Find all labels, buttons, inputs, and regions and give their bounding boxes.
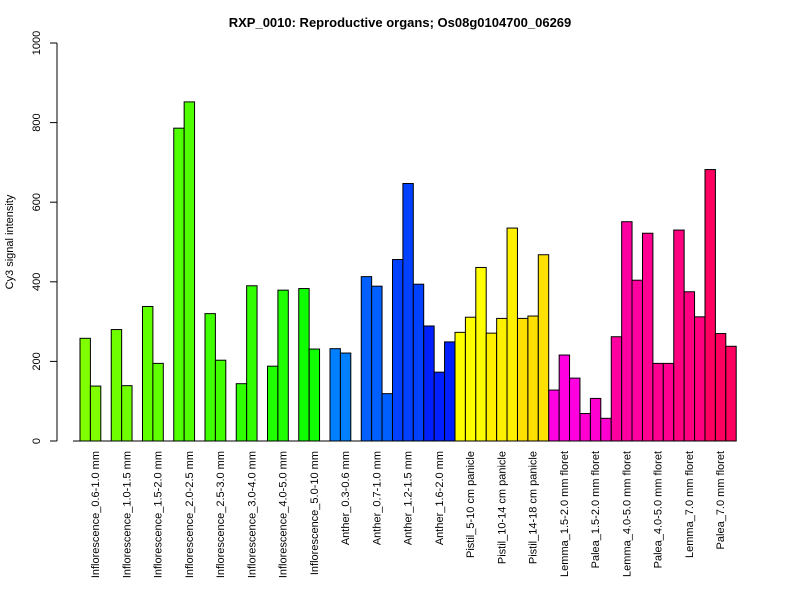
y-tick-label: 1000: [31, 31, 43, 55]
bar: [235, 383, 248, 442]
bar: [371, 285, 383, 442]
bar: [121, 385, 133, 442]
bar: [464, 316, 477, 442]
bar: [537, 254, 550, 442]
bar: [725, 345, 737, 442]
bar: [298, 288, 310, 442]
x-axis-labels: Inflorescence_0.6-1.0 mm Inflorescence_1.…: [90, 451, 727, 578]
x-tick-label: Anther_0.7-1.0 mm: [371, 451, 383, 545]
bar: [714, 333, 727, 442]
bar: [444, 341, 456, 442]
bar: [631, 279, 643, 442]
bar: [558, 354, 571, 442]
bar: [173, 127, 185, 442]
x-tick-label: Inflorescence_0.6-1.0 mm: [90, 451, 102, 578]
bar: [496, 317, 508, 442]
bar: [569, 377, 581, 442]
x-tick-label: Inflorescence_2.0-2.5 mm: [184, 451, 196, 578]
y-axis-label: Cy3 signal intensity: [4, 194, 16, 289]
y-tick-label: 600: [31, 193, 43, 211]
bar: [485, 332, 498, 442]
y-tick-label: 400: [31, 273, 43, 291]
x-tick-label: Inflorescence_5.0-10 mm: [309, 451, 321, 575]
x-tick-label: Lemma_1.5-2.0 mm floret: [559, 451, 571, 577]
bar: [548, 389, 560, 442]
x-tick-label: Palea_4.0-5.0 mm floret: [653, 451, 665, 568]
bar: [214, 359, 227, 442]
y-tick-label: 0: [31, 438, 43, 444]
bar: [142, 305, 154, 442]
x-tick-label: Inflorescence_3.0-4.0 mm: [246, 451, 258, 578]
x-tick-label: Palea_1.5-2.0 mm floret: [590, 451, 602, 568]
bar: [412, 283, 425, 442]
bar: [339, 352, 352, 442]
bar: [79, 337, 91, 442]
x-tick-label: Inflorescence_1.5-2.0 mm: [153, 451, 165, 578]
bar: [517, 317, 529, 442]
x-tick-label: Pistil_10-14 cm panicle: [496, 451, 508, 564]
bar: [433, 371, 446, 442]
bars-group: [79, 101, 737, 442]
bar: [360, 276, 373, 442]
x-tick-label: Lemma_4.0-5.0 mm floret: [621, 451, 633, 577]
bar: [694, 316, 706, 442]
x-tick-label: Pistil_14-18 cm panicle: [528, 451, 540, 564]
bar: [246, 285, 258, 442]
x-tick-label: Lemma_7.0 mm floret: [684, 451, 696, 558]
y-tick-label: 200: [31, 352, 43, 370]
bar: [381, 393, 393, 442]
y-tick-label: 800: [31, 113, 43, 131]
bar: [183, 101, 196, 442]
bar: [589, 397, 602, 442]
bar: [475, 266, 487, 442]
bar: [506, 227, 518, 442]
chart-title: RXP_0010: Reproductive organs; Os08g0104…: [229, 15, 572, 30]
bar: [110, 329, 123, 442]
bar: [704, 169, 716, 442]
bar: [610, 336, 623, 442]
bar: [423, 325, 435, 442]
bar: [683, 291, 696, 442]
bar: [392, 259, 404, 442]
bar: [642, 232, 654, 442]
bar: [402, 182, 414, 442]
bar: [600, 417, 612, 442]
x-tick-label: Inflorescence_1.0-1.5 mm: [121, 451, 133, 578]
x-tick-label: Palea_7.0 mm floret: [715, 451, 727, 549]
x-tick-label: Inflorescence_2.5-3.0 mm: [215, 451, 227, 578]
bar: [579, 413, 591, 442]
x-tick-label: Pistil_5-10 cm panicle: [465, 451, 477, 558]
bar: [673, 229, 685, 442]
bar: [621, 221, 633, 442]
bar: [329, 348, 341, 442]
bar: [652, 362, 664, 442]
bar: [204, 313, 216, 442]
bar: [662, 362, 675, 442]
bar: [454, 331, 466, 442]
y-axis: 0 200 400 600 800 1000: [31, 31, 58, 444]
x-tick-label: Anther_1.2-1.5 mm: [403, 451, 415, 545]
bar: [267, 365, 279, 442]
x-tick-label: Inflorescence_4.0-5.0 mm: [278, 451, 290, 578]
bar: [308, 348, 321, 442]
x-tick-label: Anther_0.3-0.6 mm: [340, 451, 352, 545]
x-tick-label: Anther_1.6-2.0 mm: [434, 451, 446, 545]
bar: [152, 362, 164, 442]
bar: [89, 385, 102, 442]
bar: [277, 289, 289, 442]
bar: [527, 315, 539, 442]
